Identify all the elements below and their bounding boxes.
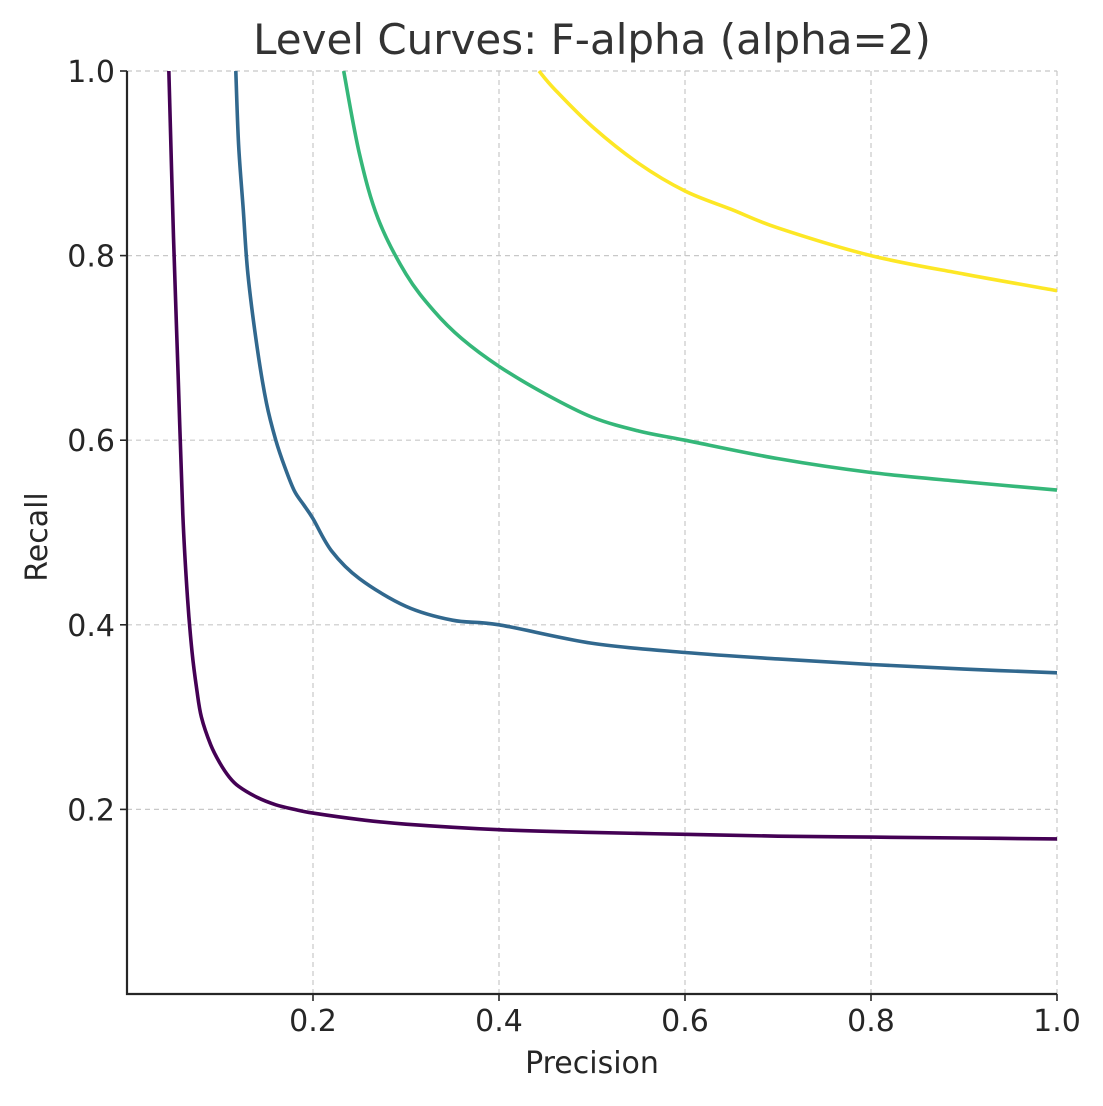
x-tick-label: 0.8: [847, 1004, 895, 1039]
y-tick-label: 0.2: [67, 793, 115, 828]
y-axis-label: Recall: [20, 492, 55, 582]
level-curve-3: [341, 70, 1058, 492]
curve-layer: [167, 69, 1058, 841]
axis-layer: [125, 71, 1057, 996]
y-tick-label: 0.4: [67, 609, 115, 644]
grid-layer: [127, 70, 1058, 994]
level-curve-1: [167, 70, 1058, 841]
level-curve-4: [537, 69, 1058, 293]
y-tick-label: 0.6: [67, 424, 115, 459]
tick-layer: 0.2 0.4 0.6 0.8 1.0 0.2 0.4 0.6 0.8 1.0: [67, 55, 1081, 1039]
y-tick-label: 0.8: [67, 240, 115, 275]
x-tick-label: 0.6: [661, 1004, 709, 1039]
axis-spines: [125, 71, 1057, 996]
x-tick-label: 0.2: [289, 1004, 337, 1039]
x-axis-label: Precision: [525, 1046, 659, 1081]
x-tick-label: 1.0: [1033, 1004, 1081, 1039]
y-tick-label: 1.0: [67, 55, 115, 90]
chart-title: Level Curves: F-alpha (alpha=2): [253, 15, 931, 64]
x-tick-label: 0.4: [475, 1004, 523, 1039]
level-curve-2: [234, 70, 1058, 675]
